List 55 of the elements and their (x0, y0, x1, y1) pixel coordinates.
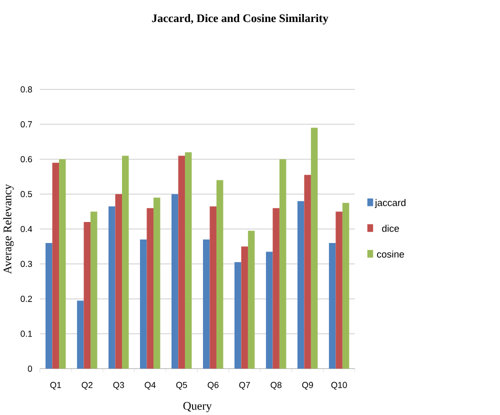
x-tick-label: Q1 (50, 382, 62, 390)
y-tick-label: 0.4 (20, 226, 32, 232)
y-tick-label: 0.3 (20, 260, 32, 267)
x-tick-label: Q9 (302, 382, 313, 390)
bar (140, 239, 147, 368)
bar (210, 206, 216, 368)
bar (310, 128, 318, 368)
bar (122, 156, 129, 368)
y-tick-label: 0 (28, 365, 32, 372)
x-tick-label: Q2 (82, 382, 92, 390)
bar (241, 246, 248, 368)
bar (90, 211, 98, 368)
bar (59, 159, 66, 368)
y-tick-label: 0.7 (20, 121, 32, 128)
bar (272, 208, 280, 368)
x-tick-label: Q3 (113, 382, 124, 390)
x-tick-label: Q7 (239, 382, 250, 390)
bar (216, 180, 224, 368)
bar (46, 242, 52, 368)
legend-label: jaccard (374, 198, 406, 208)
y-tick-label: 0.2 (20, 296, 32, 302)
x-tick-label: Q5 (176, 382, 188, 390)
bar (328, 242, 336, 368)
bar (184, 152, 192, 368)
bar (115, 194, 122, 368)
x-axis-title: Query (183, 402, 212, 412)
bar (77, 300, 84, 368)
bar (178, 156, 185, 368)
legend-label: cosine (377, 250, 404, 258)
bar (108, 206, 116, 368)
bar (84, 222, 91, 368)
bar (248, 230, 255, 368)
y-tick-label: 0.1 (20, 330, 32, 337)
x-tick-label: Q6 (208, 382, 218, 390)
bar (52, 162, 60, 368)
x-tick-label: Q8 (270, 382, 282, 390)
bar (202, 239, 210, 368)
chart-title: Jaccard, Dice and Cosine Similarity (152, 14, 328, 24)
y-axis-title: Average Relevancy (3, 184, 14, 274)
y-tick-label: 0.8 (20, 86, 32, 92)
bar (342, 202, 350, 368)
bar (297, 200, 304, 368)
x-tick-label: Q4 (144, 382, 156, 390)
bar (336, 211, 342, 368)
bar (171, 194, 178, 368)
y-tick-label: 0.6 (20, 156, 32, 162)
x-tick-label: Q10 (331, 382, 347, 390)
bar (146, 208, 154, 368)
bar (304, 174, 311, 368)
y-tick-label: 0.5 (20, 190, 32, 197)
bar (279, 159, 286, 368)
bar (266, 252, 273, 368)
bar (234, 262, 242, 368)
bar (153, 197, 160, 368)
legend-label: dice (382, 224, 399, 232)
